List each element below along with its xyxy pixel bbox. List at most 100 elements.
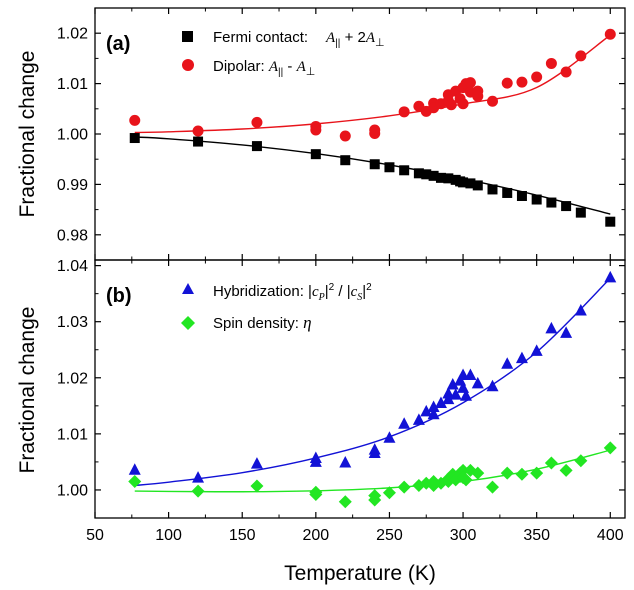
data-point-circle — [445, 99, 457, 111]
legend-hybrid-sl: / | — [334, 283, 350, 300]
legend-fermi-A1: A — [325, 30, 336, 46]
legend-dipolar-minus: - — [283, 58, 296, 75]
panel-a: 0.98 0.99 1.00 1.01 1.02 (a) Fermi contact: A… — [57, 7, 626, 261]
legend-hybrid-c2: c — [351, 284, 358, 300]
data-point-triangle — [339, 455, 352, 468]
data-point-circle — [369, 124, 381, 136]
data-point-circle — [501, 77, 513, 89]
panel-a-ticks: 0.98 0.99 1.00 1.01 1.02 — [57, 8, 625, 260]
data-point-circle — [398, 106, 410, 118]
x-tick-label: 250 — [376, 527, 403, 544]
data-point-diamond — [530, 466, 544, 480]
y-tick-label: 1.00 — [57, 127, 88, 144]
data-point-diamond — [515, 467, 529, 481]
legend-fermi-A2: A — [365, 30, 376, 46]
legend-hybrid-end: | — [362, 283, 366, 300]
y-tick-label: 1.03 — [57, 314, 88, 331]
data-point-triangle — [434, 396, 447, 409]
data-point-circle — [251, 116, 263, 128]
legend-fermi-par: || — [335, 38, 340, 49]
legend-hybrid-c1: c — [312, 284, 319, 300]
data-point-triangle — [128, 463, 141, 475]
legend-fermi-perp: ⊥ — [375, 37, 385, 49]
data-point-square — [399, 165, 410, 176]
data-point-square — [369, 159, 380, 170]
legend-spin-eta: η — [303, 313, 311, 332]
legend-spin-marker — [181, 316, 195, 330]
data-point-square — [472, 180, 483, 191]
data-point-circle — [310, 124, 322, 136]
data-point-triangle — [460, 389, 472, 401]
data-point-triangle — [427, 400, 440, 412]
legend-dipolar-prefix: Dipolar: — [213, 58, 269, 75]
data-point-triangle — [427, 407, 440, 420]
data-point-square — [546, 197, 557, 208]
y-axis-title-a: Fractional change — [16, 51, 39, 218]
y-tick-label: 0.99 — [57, 177, 88, 194]
data-point-square — [251, 141, 262, 152]
legend-hybrid-sup1: 2 — [329, 282, 335, 293]
panel-b-frame — [94, 259, 626, 519]
data-point-triangle — [560, 326, 573, 338]
x-tick-label: 150 — [229, 527, 256, 544]
data-point-triangle — [420, 404, 433, 417]
data-point-triangle — [192, 471, 205, 483]
data-point-circle — [457, 98, 469, 110]
data-point-diamond — [486, 480, 499, 494]
y-tick-label: 1.02 — [57, 370, 88, 387]
data-point-diamond — [559, 463, 573, 477]
data-point-triangle — [471, 376, 484, 389]
legend-hybrid-text: Hybridization: |cP|2 / |cS|2 — [213, 282, 372, 303]
data-point-diamond — [128, 475, 142, 489]
y-tick-label: 1.04 — [57, 258, 88, 275]
data-point-diamond — [309, 487, 323, 501]
data-point-square — [443, 173, 454, 184]
x-tick-label: 100 — [155, 527, 182, 544]
data-point-square — [310, 149, 321, 160]
data-point-diamond — [338, 495, 352, 509]
legend-dipolar-text: Dipolar: A|| - A⊥ — [213, 58, 315, 78]
panel-a-markers — [129, 28, 616, 227]
data-point-triangle — [412, 413, 425, 425]
legend-dipolar-marker — [182, 59, 194, 71]
panel-a-label: (a) — [106, 33, 130, 55]
data-point-triangle — [604, 270, 617, 283]
legend-spin-text: Spin density: η — [213, 313, 312, 332]
data-point-square — [458, 177, 469, 188]
data-point-triangle — [486, 379, 499, 392]
x-tick-label: 200 — [302, 527, 329, 544]
legend-dipolar-perp: ⊥ — [306, 66, 316, 78]
data-point-circle — [545, 57, 557, 69]
legend-hybrid-mid: | — [325, 283, 329, 300]
y-tick-label: 1.01 — [57, 76, 88, 93]
legend-dipolar-A2: A — [296, 59, 307, 75]
legend-fermi-text: Fermi contact: A|| + 2A⊥ — [213, 29, 385, 49]
legend-hybrid-s2: S — [357, 292, 362, 303]
data-point-triangle — [398, 417, 411, 429]
panel-b-label: (b) — [106, 285, 132, 307]
fit-line-square — [134, 136, 611, 215]
data-point-square — [129, 133, 140, 144]
y-tick-label: 1.02 — [57, 26, 88, 43]
data-point-triangle — [368, 446, 381, 458]
panel-b: 50 100 150 200 250 300 350 400 1.00 1.01 1.02 1.03 1… — [57, 258, 626, 544]
data-point-square — [428, 170, 439, 181]
data-point-triangle — [464, 368, 477, 380]
fit-line-diamond — [134, 449, 611, 493]
data-point-square — [413, 168, 424, 179]
legend-dipolar-par: || — [278, 67, 283, 78]
data-point-square — [502, 187, 513, 198]
data-point-diamond — [382, 486, 396, 500]
data-point-triangle — [545, 321, 558, 334]
data-point-square — [340, 155, 351, 166]
data-point-circle — [464, 77, 476, 89]
panel-b-markers — [128, 270, 617, 509]
data-point-diamond — [250, 479, 264, 493]
data-point-circle — [575, 50, 587, 62]
data-point-triangle — [442, 392, 455, 405]
data-point-diamond — [471, 466, 485, 480]
data-point-circle — [129, 114, 141, 126]
panel-a-fit-lines — [134, 34, 611, 215]
fit-line-circle — [134, 34, 611, 134]
legend-fermi-marker — [182, 31, 193, 42]
